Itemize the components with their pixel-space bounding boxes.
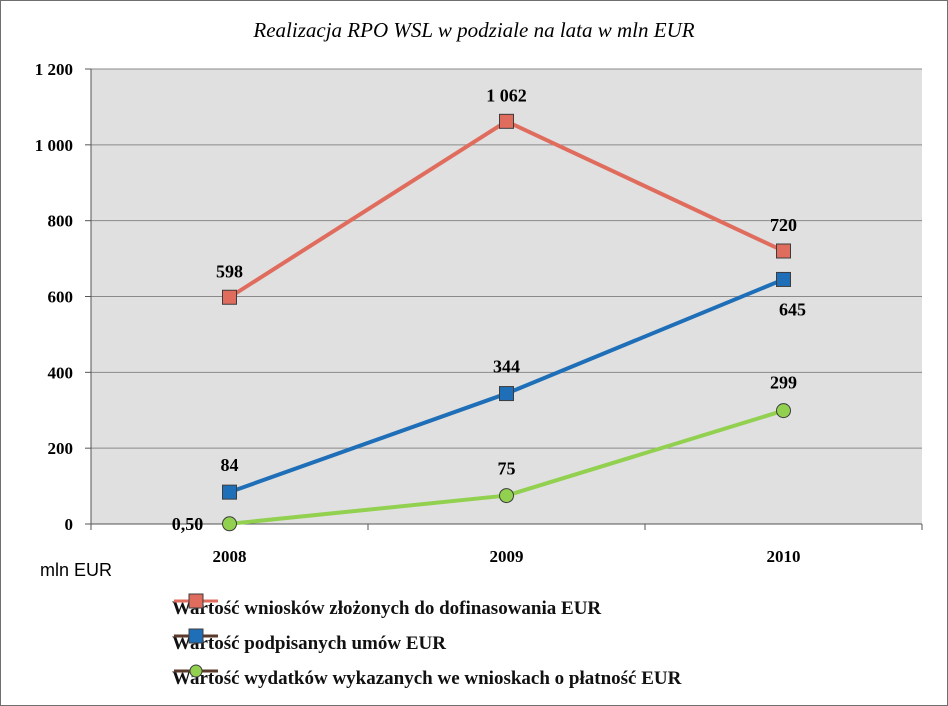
legend-key-submitted-icon: [174, 593, 218, 609]
legend-label-signed: Wartość podpisanych umów EUR: [172, 632, 446, 654]
y-tick-label: 600: [48, 288, 74, 307]
y-tick-label: 200: [48, 439, 74, 458]
x-tick-label: 2009: [490, 547, 524, 566]
data-label: 75: [498, 459, 516, 479]
legend-key-expenditure-icon: [174, 664, 218, 678]
data-label: 598: [216, 261, 243, 281]
y-tick-label: 400: [48, 363, 74, 382]
chart-title: Realizacja RPO WSL w podziale na lata w …: [253, 18, 695, 42]
data-point: [499, 113, 514, 129]
legend-marker: [189, 664, 203, 678]
legend-marker: [188, 593, 204, 609]
y-tick-label: 1 200: [35, 60, 73, 79]
data-label: 1 062: [486, 85, 527, 105]
y-tick-label: 0: [65, 515, 74, 534]
legend-key-signed-icon: [174, 628, 218, 644]
legend-item-submitted: Wartość wniosków złożonych do dofinasowa…: [172, 591, 681, 626]
data-point: [222, 516, 237, 532]
data-label: 645: [779, 299, 806, 319]
unit-label: mln EUR: [40, 560, 113, 580]
legend: Wartość wniosków złożonych do dofinasowa…: [172, 591, 681, 696]
legend-marker: [188, 628, 204, 644]
data-point: [499, 488, 514, 504]
data-point: [776, 243, 791, 259]
legend-label-expenditure: Wartość wydatków wykazanych we wnioskach…: [172, 667, 682, 689]
data-label: 720: [770, 215, 797, 235]
data-label: 299: [770, 373, 797, 393]
data-point: [222, 484, 237, 500]
x-tick-label: 2008: [213, 547, 247, 566]
legend-label-submitted: Wartość wniosków złożonych do dofinasowa…: [172, 597, 602, 619]
data-point: [222, 289, 237, 305]
data-point: [776, 403, 791, 419]
data-label: 84: [221, 455, 239, 475]
data-label: 344: [493, 357, 520, 377]
legend-item-signed: Wartość podpisanych umów EUR: [172, 626, 681, 661]
y-tick-label: 800: [48, 212, 74, 231]
x-tick-label: 2010: [767, 547, 801, 566]
data-point: [499, 386, 514, 402]
legend-item-expenditure: Wartość wydatków wykazanych we wnioskach…: [172, 661, 681, 696]
y-tick-label: 1 000: [35, 136, 73, 155]
data-point: [776, 271, 791, 287]
data-label: 0,50: [172, 514, 204, 534]
